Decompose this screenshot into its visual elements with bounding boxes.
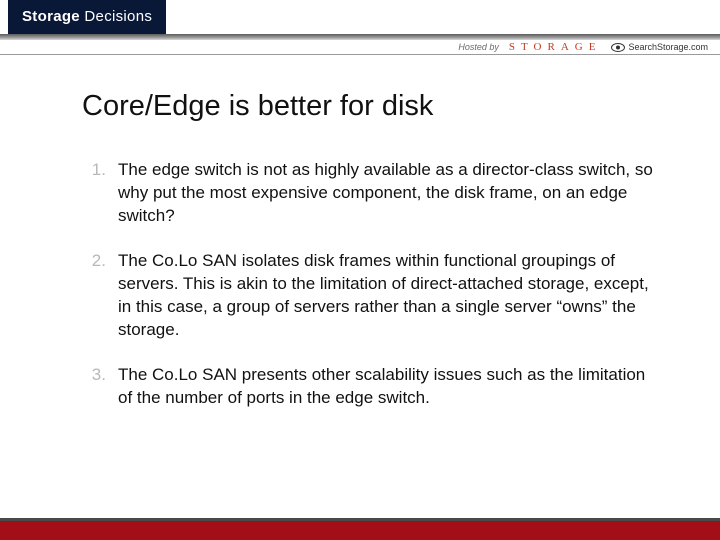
searchstorage-text: SearchStorage.com [628,42,708,52]
header: Storage Decisions Hosted by STORAGE Sear… [0,0,720,40]
slide-title: Core/Edge is better for disk [82,90,660,123]
list-item: The Co.Lo SAN presents other scalability… [82,364,660,410]
list-item: The Co.Lo SAN isolates disk frames withi… [82,250,660,342]
list-item: The edge switch is not as highly availab… [82,159,660,228]
slide-content: Core/Edge is better for disk The edge sw… [0,90,720,431]
points-list: The edge switch is not as highly availab… [82,159,660,409]
logo-storage: Storage [22,8,80,25]
logo: Storage Decisions [8,0,166,36]
footer-bar [0,518,720,540]
searchstorage-brand: SearchStorage.com [611,42,708,52]
storage-brand: STORAGE [509,41,602,53]
logo-decisions: Decisions [80,8,152,25]
hosted-by-row: Hosted by STORAGE SearchStorage.com [458,40,708,54]
header-thin-line [0,54,720,55]
eye-icon [611,43,625,52]
hosted-by-label: Hosted by [458,42,499,52]
